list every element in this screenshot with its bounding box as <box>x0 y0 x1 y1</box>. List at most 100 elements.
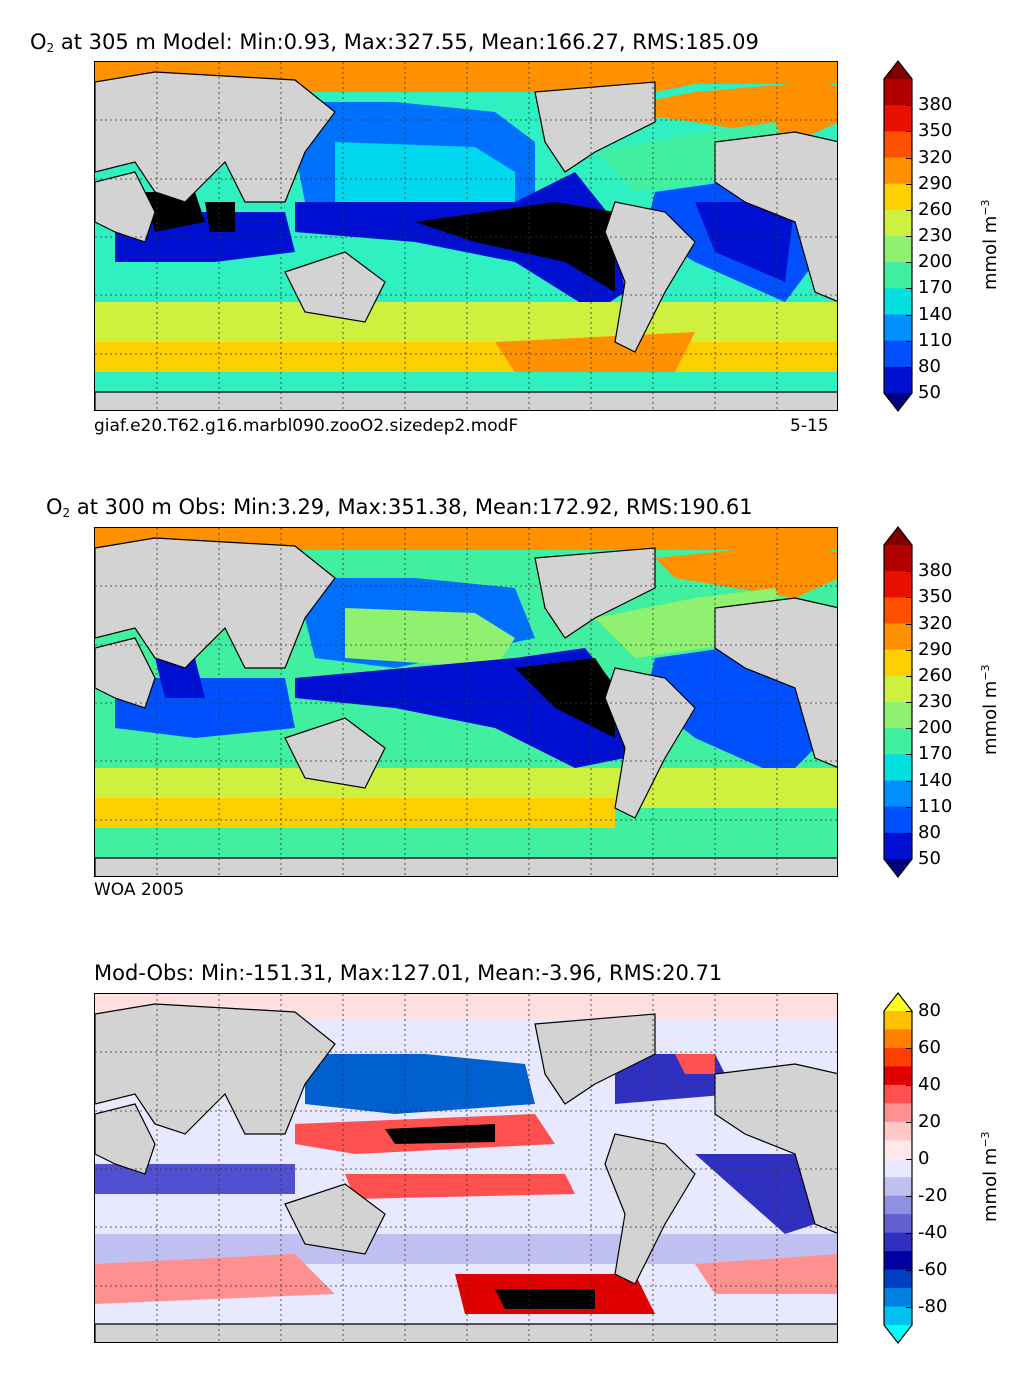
colorbar-tick <box>906 1195 912 1197</box>
colorbar-box <box>884 1158 912 1178</box>
colorbar-tick-label: 110 <box>918 329 953 351</box>
colorbar-tick <box>906 1232 912 1234</box>
panel-1-map-svg <box>95 62 837 410</box>
colorbar-tick-label: 50 <box>918 848 941 869</box>
colorbar-tick <box>906 675 912 677</box>
colorbar-extend-max <box>884 527 912 545</box>
colorbar-box <box>884 571 912 598</box>
colorbar-box <box>884 340 912 368</box>
colorbar-tick <box>906 183 912 185</box>
colorbar-tick-label: 350 <box>918 586 953 608</box>
colorbar-box <box>884 1306 912 1326</box>
panel-3-map-svg <box>95 994 837 1342</box>
panel-2-unit-main: mmol m <box>980 680 1001 755</box>
panel-2-unit-sup: −3 <box>979 664 992 681</box>
colorbar-box <box>884 597 912 624</box>
colorbar-tick-label: 200 <box>918 717 953 739</box>
colorbar-box <box>884 780 912 808</box>
colorbar-tick-label: 40 <box>918 1073 941 1095</box>
colorbar-box <box>884 1232 912 1252</box>
colorbar-tick <box>906 728 912 730</box>
panel-2-map <box>94 527 838 877</box>
panel-1-title: O2 at 305 m Model: Min:0.93, Max:327.55,… <box>30 30 759 55</box>
colorbar-tick-label: 380 <box>918 560 953 582</box>
colorbar-tick-label: 200 <box>918 251 953 273</box>
colorbar-tick-label: 320 <box>918 146 953 168</box>
colorbar-tick-label: 350 <box>918 120 953 142</box>
colorbar-tick-label: 260 <box>918 664 953 686</box>
panel-1-footer-left: giaf.e20.T62.g16.marbl090.zooO2.sizedep2… <box>94 416 519 436</box>
colorbar-tick <box>906 366 912 368</box>
colorbar-extend-max <box>884 993 912 1011</box>
colorbar-box <box>884 1251 912 1271</box>
colorbar-tick <box>906 623 912 625</box>
colorbar-tick <box>906 806 912 808</box>
colorbar-tick-label: 290 <box>918 638 953 660</box>
colorbar-tick <box>906 832 912 834</box>
colorbar-tick <box>906 340 912 342</box>
panel-3-unit-sup: −3 <box>979 1131 992 1148</box>
colorbar-tick <box>906 209 912 211</box>
panel-2-colorbar <box>883 526 913 878</box>
colorbar-tick-label: 380 <box>918 94 953 116</box>
colorbar-tick <box>906 780 912 782</box>
colorbar-extend-min <box>884 859 912 877</box>
colorbar-tick <box>906 702 912 703</box>
colorbar-tick <box>906 571 912 573</box>
colorbar-box <box>884 702 912 729</box>
panel-2-title: O2 at 300 m Obs: Min:3.29, Max:351.38, M… <box>46 495 753 520</box>
colorbar-tick <box>906 1269 912 1271</box>
colorbar-tick-label: -40 <box>918 1221 948 1243</box>
colorbar-box <box>884 1029 912 1049</box>
colorbar-box <box>884 262 912 289</box>
colorbar-tick <box>906 1121 912 1123</box>
colorbar-box <box>884 675 912 703</box>
colorbar-tick <box>906 314 912 316</box>
colorbar-tick <box>906 288 912 290</box>
panel-3-title: Mod-Obs: Min:-151.31, Max:127.01, Mean:-… <box>94 963 722 984</box>
panel-2-title-species: O <box>46 495 63 519</box>
colorbar-tick <box>906 649 912 651</box>
panel-3-colorbar <box>883 992 913 1344</box>
panel-2-title-rest: at 300 m Obs: Min:3.29, Max:351.38, Mean… <box>70 495 753 519</box>
colorbar-tick <box>906 859 912 860</box>
colorbar-extend-min <box>884 1325 912 1343</box>
colorbar-tick <box>906 597 912 599</box>
colorbar-tick <box>906 105 912 107</box>
colorbar-box <box>884 1103 912 1123</box>
colorbar-box <box>884 545 912 572</box>
colorbar-tick-label: 110 <box>918 795 953 817</box>
panel-3-title-rest: Mod-Obs: Min:-151.31, Max:127.01, Mean:-… <box>94 961 723 985</box>
colorbar-tick <box>906 1158 912 1160</box>
colorbar-box <box>884 1047 912 1067</box>
colorbar-tick <box>906 236 912 237</box>
colorbar-box <box>884 1011 912 1030</box>
colorbar-box <box>884 806 912 834</box>
colorbar-box <box>884 649 912 677</box>
colorbar-box <box>884 1214 912 1234</box>
panel-2-colorbar-unit: mmol m−3 <box>979 664 1001 755</box>
colorbar-tick-label: 80 <box>918 821 941 843</box>
colorbar-outline <box>883 60 913 412</box>
colorbar-tick <box>906 393 912 394</box>
colorbar-tick-label: 140 <box>918 769 953 791</box>
colorbar-box <box>884 623 912 651</box>
colorbar-box <box>884 157 912 185</box>
colorbar-box <box>884 728 912 755</box>
colorbar-tick-label: 80 <box>918 355 941 377</box>
colorbar-tick-label: 260 <box>918 198 953 220</box>
colorbar-tick-label: 230 <box>918 691 953 712</box>
panel-1-colorbar-svg <box>883 60 913 412</box>
colorbar-tick <box>906 1047 912 1049</box>
panel-2-colorbar-svg <box>883 526 913 878</box>
colorbar-tick <box>906 262 912 264</box>
colorbar-outline <box>883 526 913 878</box>
colorbar-tick-label: 60 <box>918 1036 941 1058</box>
panel-1-colorbar-unit: mmol m−3 <box>979 199 1001 290</box>
colorbar-box <box>884 1121 912 1141</box>
colorbar-box <box>884 754 912 781</box>
colorbar-tick-label: 170 <box>918 277 953 299</box>
panel-1-title-species: O <box>30 30 47 54</box>
colorbar-box <box>884 183 912 211</box>
panel-2-map-svg <box>95 528 837 876</box>
